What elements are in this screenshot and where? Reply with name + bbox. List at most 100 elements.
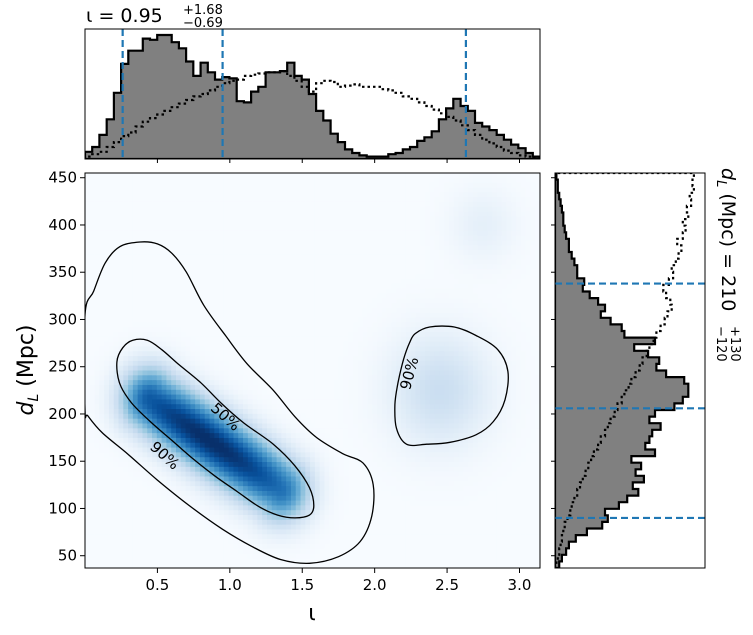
heatmap-cell (94, 365, 100, 372)
heatmap-cell (132, 370, 139, 376)
heatmap-cell (300, 370, 306, 376)
heatmap-cell (343, 173, 350, 179)
heatmap-cell (262, 524, 268, 531)
heatmap-cell (99, 384, 105, 391)
heatmap-cell (195, 182, 201, 189)
heatmap-cell (176, 365, 182, 372)
heatmap-cell (228, 336, 235, 343)
heatmap-cell (310, 452, 316, 458)
heatmap-cell (219, 346, 225, 352)
heatmap-cell (185, 254, 191, 261)
heatmap-cell (286, 216, 292, 222)
heatmap-cell (204, 394, 211, 401)
heatmap-cell (257, 288, 263, 295)
heatmap-cell (343, 254, 350, 261)
heatmap-cell (300, 539, 306, 545)
heatmap-cell (166, 240, 172, 246)
heatmap-cell (113, 389, 120, 396)
heatmap-cell (195, 197, 201, 203)
heatmap-cell (324, 409, 330, 415)
heatmap-cell (300, 486, 306, 492)
heatmap-cell (271, 264, 278, 270)
heatmap-cell (305, 264, 311, 270)
heatmap-cell (219, 322, 225, 328)
heatmap-cell (128, 288, 134, 295)
heatmap-cell (113, 201, 120, 208)
heatmap-cell (290, 177, 297, 184)
heatmap-cell (214, 437, 220, 444)
heatmap-cell (128, 515, 134, 521)
heatmap-cell (190, 380, 196, 386)
heatmap-cell (137, 254, 144, 261)
heatmap-cell (252, 466, 259, 473)
heatmap-cell (319, 327, 326, 333)
heatmap-cell (334, 173, 340, 179)
heatmap-cell (195, 384, 201, 391)
heatmap-cell (104, 558, 110, 564)
heatmap-cell (199, 283, 206, 290)
heatmap-cell (233, 317, 239, 323)
heatmap-cell (190, 307, 196, 314)
heatmap-cell (118, 370, 124, 376)
heatmap-cell (104, 481, 110, 487)
heatmap-cell (257, 384, 263, 391)
heatmap-cell (199, 423, 206, 429)
heatmap-cell (300, 254, 306, 261)
heatmap-cell (281, 423, 287, 429)
heatmap-cell (290, 413, 297, 420)
heatmap-cell (223, 274, 230, 280)
heatmap-cell (195, 437, 201, 444)
heatmap-cell (262, 278, 268, 285)
heatmap-cell (132, 331, 139, 338)
heatmap-cell (108, 264, 115, 270)
heatmap-cell (108, 197, 115, 203)
heatmap-cell (228, 442, 235, 449)
heatmap-cell (358, 346, 364, 352)
heatmap-cell (305, 519, 311, 526)
heatmap-cell (300, 346, 306, 352)
heatmap-cell (343, 182, 350, 189)
heatmap-cell (104, 365, 110, 372)
heatmap-cell (85, 399, 91, 405)
heatmap-cell (113, 221, 120, 227)
heatmap-cell (185, 187, 191, 193)
heatmap-cell (257, 283, 263, 290)
heatmap-cell (199, 442, 206, 449)
heatmap-cell (362, 351, 369, 357)
heatmap-cell (214, 317, 220, 323)
heatmap-cell (176, 384, 182, 391)
heatmap-cell (367, 303, 373, 309)
heatmap-cell (142, 442, 148, 449)
heatmap-cell (108, 187, 115, 193)
heatmap-cell (324, 399, 330, 405)
heatmap-cell (113, 524, 120, 531)
heatmap-cell (156, 312, 163, 319)
heatmap-cell (348, 206, 354, 213)
heatmap-cell (195, 259, 201, 266)
heatmap-cell (362, 515, 369, 521)
heatmap-cell (113, 500, 120, 506)
heatmap-cell (353, 307, 359, 314)
heatmap-cell (233, 245, 239, 251)
heatmap-cell (290, 418, 297, 425)
heatmap-cell (334, 225, 340, 232)
heatmap-cell (219, 201, 225, 208)
heatmap-cell (267, 553, 273, 559)
heatmap-cell (295, 380, 302, 386)
heatmap-cell (362, 225, 369, 232)
heatmap-cell (161, 457, 168, 463)
heatmap-cell (94, 312, 100, 319)
heatmap-cell (223, 221, 230, 227)
heatmap-cell (180, 457, 187, 463)
heatmap-cell (94, 259, 100, 266)
heatmap-cell (147, 519, 153, 526)
heatmap-cell (171, 457, 177, 463)
heatmap-cell (128, 317, 134, 323)
heatmap-cell (99, 543, 105, 550)
heatmap-cell (123, 404, 129, 410)
heatmap-cell (305, 216, 311, 222)
heatmap-cell (89, 471, 96, 478)
heatmap-cell (252, 409, 259, 415)
heatmap-cell (358, 433, 364, 439)
heatmap-cell (362, 558, 369, 564)
